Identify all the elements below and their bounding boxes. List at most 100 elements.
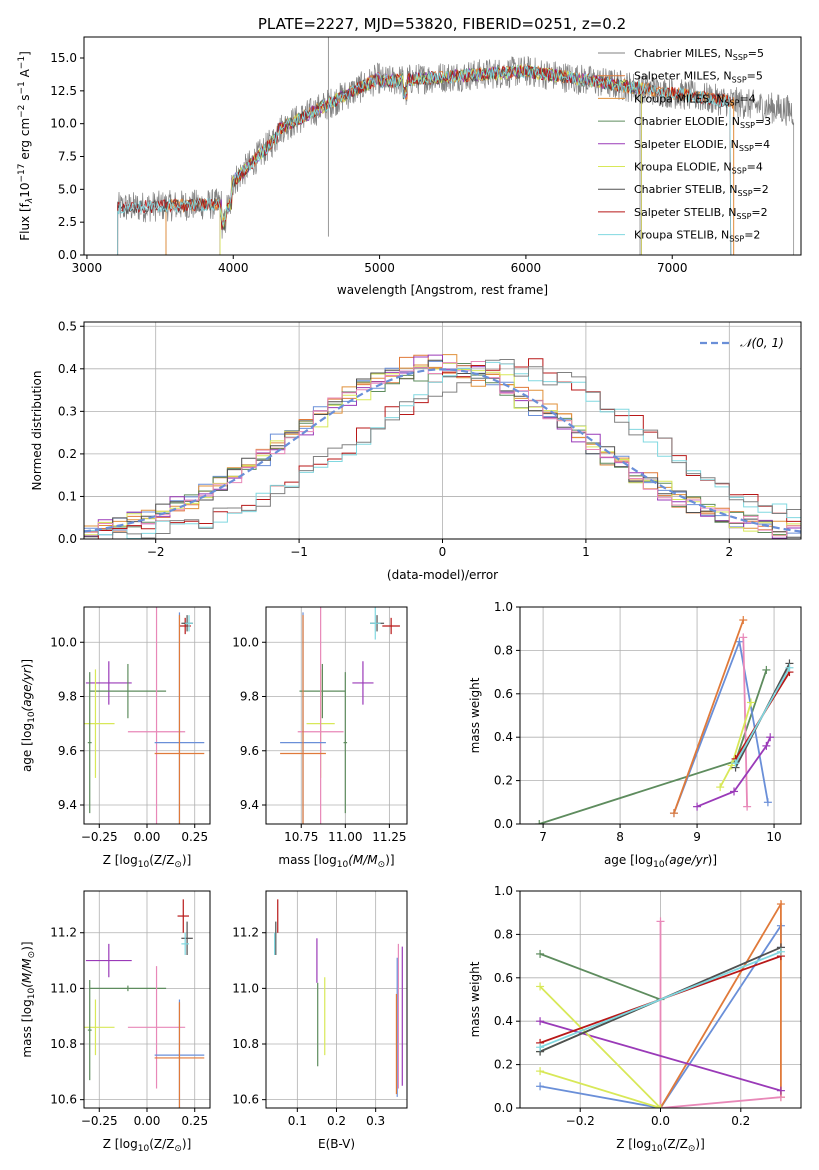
- y-tick-label: 0.8: [494, 643, 513, 657]
- y-tick-label: 0.2: [494, 1058, 513, 1072]
- label-part: A: [18, 68, 32, 81]
- errorbar-point: [280, 615, 326, 824]
- weight-series-line: [696, 736, 772, 808]
- label-sub: SSP: [732, 76, 747, 85]
- label-part: s: [18, 95, 32, 105]
- y-tick-label: 1.0: [494, 600, 513, 614]
- label-part: (Z/Z: [663, 1137, 688, 1151]
- errorbar-point: [85, 943, 132, 978]
- y-tick-label: 11.0: [50, 981, 77, 995]
- x-tick-label: 10: [766, 830, 781, 844]
- label-part: age [log: [604, 853, 653, 867]
- y-axis-label: Normed distribution: [30, 371, 44, 491]
- label-part: mass [log: [278, 853, 336, 867]
- label-sub: 10: [653, 860, 665, 870]
- plus-marker: [693, 802, 702, 811]
- label-part: −1: [17, 56, 27, 69]
- y-tick-label: 0.6: [494, 687, 513, 701]
- normal-curve: [84, 368, 801, 533]
- plot-area: [536, 900, 785, 1108]
- weight-series-line: [539, 985, 662, 1108]
- label-part: )]: [385, 853, 394, 867]
- label-sub: 10: [138, 1144, 150, 1154]
- y-tick-label: 0.0: [494, 817, 513, 831]
- label-part: Chabrier STELIB, N: [634, 183, 738, 196]
- label-part: =2: [744, 229, 760, 242]
- y-tick-label: 9.4: [58, 798, 77, 812]
- label-sub: 10: [651, 1144, 663, 1154]
- legend-entry: Chabrier STELIB, NSSP=2: [634, 183, 769, 198]
- x-tick-label: 11.00: [328, 830, 362, 844]
- axes-frame: [265, 606, 408, 825]
- label-part: =2: [751, 206, 767, 219]
- y-tick-label: 5.0: [58, 182, 77, 196]
- errorbar-point: [87, 980, 92, 1081]
- label-sub: ⊙: [27, 951, 37, 959]
- label-part: Chabrier MILES, N: [634, 47, 733, 60]
- label-part: )]: [182, 853, 191, 867]
- y-tick-label: 0.5: [58, 319, 77, 333]
- label-part: =4: [754, 138, 770, 151]
- x-tick-label: 8: [616, 830, 624, 844]
- weight-series-line: [734, 667, 791, 764]
- label-part: Z [log: [616, 1137, 651, 1151]
- y-tick-label: 9.6: [240, 744, 259, 758]
- label-part: =3: [755, 115, 771, 128]
- label-sub: 10: [337, 860, 349, 870]
- label-sub: SSP: [732, 167, 747, 176]
- spectrum-series-line: [117, 64, 732, 255]
- errorbar-point: [181, 932, 189, 955]
- label-part: =4: [739, 92, 755, 105]
- label-part: =5: [747, 70, 763, 83]
- plus-marker: [739, 616, 748, 625]
- label-sub: SSP: [729, 235, 744, 244]
- legend-entry: Salpeter STELIB, NSSP=2: [634, 206, 768, 221]
- x-tick-label: −0.25: [81, 1114, 118, 1128]
- legend-entry: 𝒩(0, 1): [740, 336, 784, 350]
- axes-frame: [519, 606, 802, 825]
- y-tick-label: 12.5: [50, 84, 77, 98]
- errorbar-point: [185, 615, 193, 632]
- label-part: erg cm: [18, 118, 32, 164]
- label-part: λ: [25, 198, 35, 204]
- x-tick-label: 6000: [511, 261, 542, 275]
- y-tick-label: 0.2: [58, 447, 77, 461]
- plus-marker: [536, 982, 545, 991]
- label-part: Kroupa STELIB, N: [634, 229, 729, 242]
- label-part: =5: [748, 47, 764, 60]
- y-tick-label: 0.2: [494, 774, 513, 788]
- plot-area: [280, 607, 400, 824]
- y-tick-label: 9.8: [58, 690, 77, 704]
- y-tick-label: 0.0: [58, 532, 77, 546]
- legend-entry: Salpeter ELODIE, NSSP=4: [634, 138, 770, 153]
- errorbar-point: [299, 663, 346, 719]
- x-axis-label: Z [log10(Z/Z⊙)]: [103, 1137, 192, 1154]
- errorbar-point: [352, 661, 374, 705]
- axes-frame: [83, 36, 802, 256]
- y-tick-label: 10.6: [232, 1093, 259, 1107]
- x-axis-label: mass [log10(M/M⊙)]: [278, 853, 394, 870]
- y-tick-label: 10.8: [232, 1037, 259, 1051]
- label-part: Salpeter ELODIE, N: [634, 138, 739, 151]
- label-sub: ⊙: [174, 1144, 182, 1154]
- label-part: =4: [747, 161, 763, 174]
- x-axis-label: age [log10(age/yr)]: [604, 853, 717, 870]
- plus-marker: [776, 1086, 785, 1095]
- label-sub: ⊙: [174, 860, 182, 870]
- errorbar-point: [177, 899, 189, 933]
- label-sub: SSP: [733, 53, 748, 62]
- label-part: )]: [20, 941, 34, 950]
- spectrum-panel: 3000 4000 5000 6000 7000 0.0 2.5 5.0 7.5 10.0 12.5…: [17, 36, 802, 297]
- plus-marker: [730, 787, 739, 796]
- label-part: )]: [708, 853, 717, 867]
- label-part: −17: [17, 164, 27, 183]
- x-tick-label: 11.25: [372, 830, 406, 844]
- x-tick-label: 9: [693, 830, 701, 844]
- y-tick-label: 11.0: [232, 981, 259, 995]
- plus-marker: [776, 900, 785, 909]
- y-tick-label: 11.2: [50, 926, 77, 940]
- y-tick-label: 10.0: [50, 117, 77, 131]
- y-tick-label: 10.8: [50, 1037, 77, 1051]
- label-part: ]: [18, 51, 32, 56]
- y-tick-label: 11.2: [232, 926, 259, 940]
